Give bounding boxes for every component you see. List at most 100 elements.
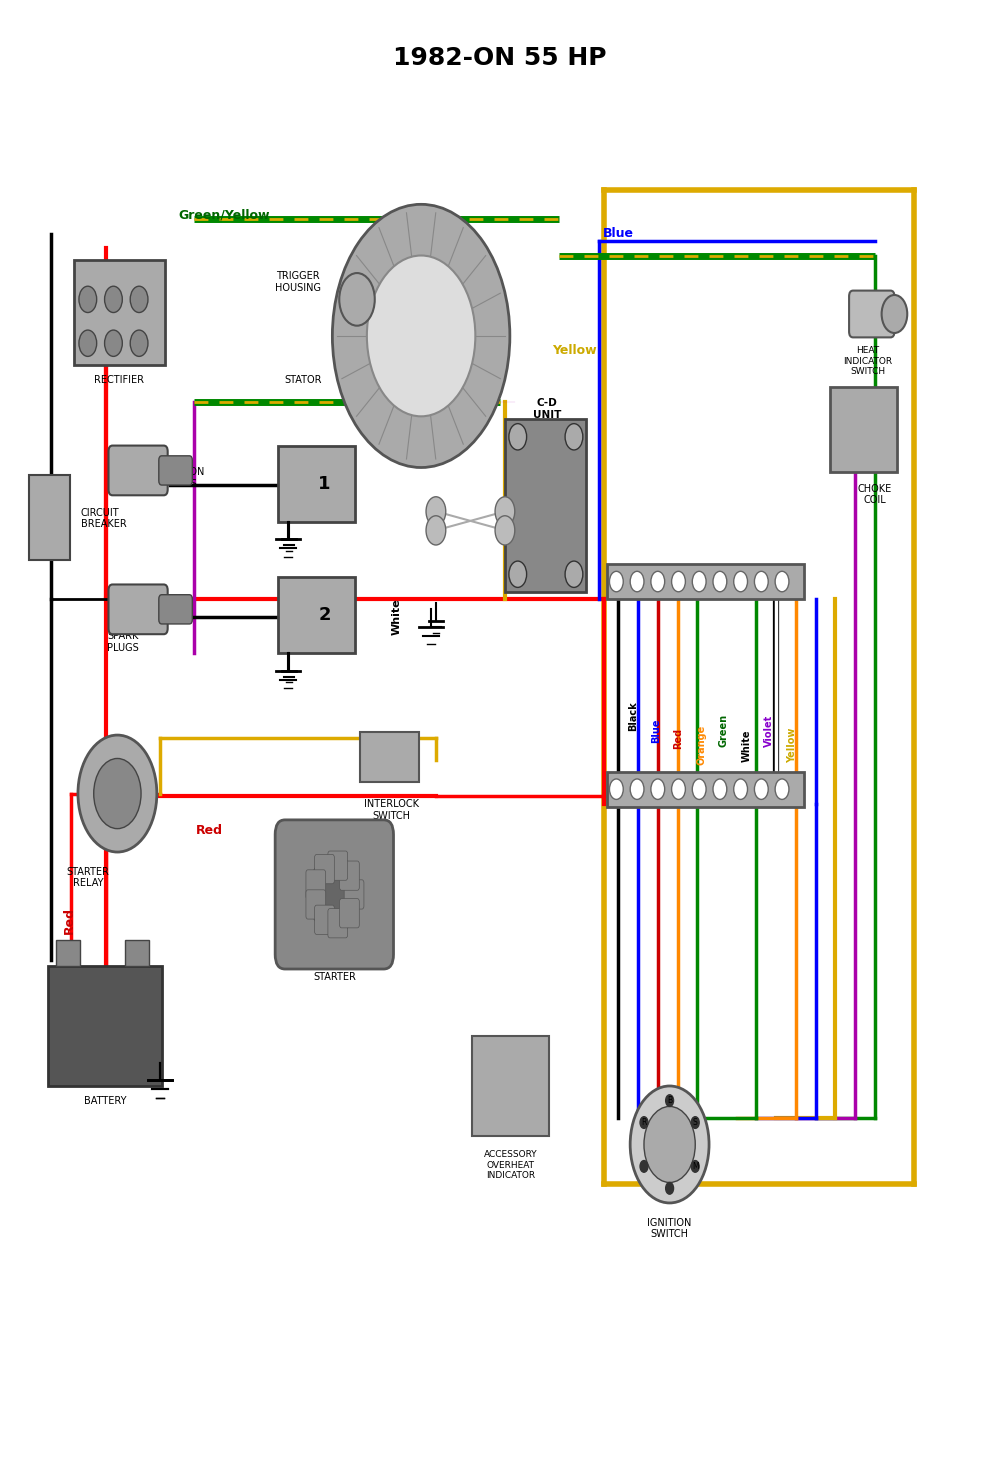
Text: STARTER
RELAY: STARTER RELAY — [66, 866, 109, 889]
Circle shape — [630, 779, 644, 800]
Circle shape — [651, 571, 665, 592]
Circle shape — [565, 561, 583, 587]
Circle shape — [775, 571, 789, 592]
FancyBboxPatch shape — [328, 852, 348, 880]
Circle shape — [495, 497, 515, 525]
FancyBboxPatch shape — [606, 564, 804, 599]
Circle shape — [309, 856, 360, 933]
FancyBboxPatch shape — [315, 855, 334, 884]
Circle shape — [734, 571, 748, 592]
FancyBboxPatch shape — [278, 577, 355, 654]
Circle shape — [565, 424, 583, 450]
Circle shape — [105, 286, 122, 313]
FancyBboxPatch shape — [505, 419, 586, 592]
Circle shape — [426, 497, 446, 525]
FancyBboxPatch shape — [340, 861, 359, 890]
FancyBboxPatch shape — [606, 772, 804, 807]
Circle shape — [630, 571, 644, 592]
Circle shape — [105, 331, 122, 356]
FancyBboxPatch shape — [56, 940, 80, 967]
Text: IGNITION
COILS: IGNITION COILS — [160, 466, 205, 489]
Circle shape — [754, 571, 768, 592]
FancyBboxPatch shape — [344, 880, 364, 909]
FancyBboxPatch shape — [340, 899, 359, 928]
Circle shape — [672, 779, 685, 800]
Circle shape — [672, 571, 685, 592]
Text: Yellow: Yellow — [552, 344, 596, 357]
Text: Red: Red — [63, 908, 76, 934]
Circle shape — [630, 1086, 709, 1203]
Text: Red: Red — [673, 728, 683, 748]
FancyBboxPatch shape — [849, 291, 894, 338]
Circle shape — [713, 779, 727, 800]
FancyBboxPatch shape — [74, 260, 165, 365]
Text: M: M — [692, 1162, 699, 1170]
Circle shape — [130, 286, 148, 313]
FancyBboxPatch shape — [306, 890, 326, 920]
Circle shape — [94, 759, 141, 828]
Circle shape — [734, 779, 748, 800]
FancyBboxPatch shape — [360, 732, 419, 782]
Text: Violet: Violet — [764, 714, 774, 747]
FancyBboxPatch shape — [48, 967, 162, 1086]
FancyBboxPatch shape — [29, 475, 70, 559]
FancyBboxPatch shape — [328, 909, 348, 937]
Circle shape — [509, 424, 527, 450]
FancyBboxPatch shape — [109, 446, 168, 496]
Circle shape — [332, 204, 510, 468]
Text: 1982-ON 55 HP: 1982-ON 55 HP — [393, 46, 607, 71]
Text: Black: Black — [628, 701, 638, 731]
Text: TRIGGER
HOUSING: TRIGGER HOUSING — [275, 272, 321, 292]
Text: White: White — [742, 729, 752, 762]
Text: C-D
UNIT: C-D UNIT — [533, 399, 562, 419]
FancyBboxPatch shape — [472, 1036, 549, 1135]
Circle shape — [640, 1160, 648, 1172]
Circle shape — [79, 331, 97, 356]
Text: White: White — [391, 598, 401, 635]
Text: CIRCUIT
BREAKER: CIRCUIT BREAKER — [81, 508, 127, 530]
Circle shape — [79, 286, 97, 313]
Circle shape — [691, 1160, 699, 1172]
Text: Blue: Blue — [603, 227, 634, 241]
Text: STARTER: STARTER — [313, 971, 356, 982]
Circle shape — [367, 255, 475, 416]
Text: R: R — [641, 1117, 647, 1128]
FancyBboxPatch shape — [159, 456, 192, 486]
Circle shape — [713, 571, 727, 592]
Circle shape — [882, 295, 907, 334]
Circle shape — [509, 561, 527, 587]
Text: HEAT
INDICATOR
SWITCH: HEAT INDICATOR SWITCH — [843, 347, 892, 376]
Text: 2: 2 — [318, 607, 331, 624]
Text: Orange: Orange — [696, 725, 706, 766]
Circle shape — [426, 515, 446, 545]
Circle shape — [78, 735, 157, 852]
Text: B: B — [667, 1097, 672, 1106]
FancyBboxPatch shape — [125, 940, 149, 967]
Circle shape — [640, 1117, 648, 1128]
FancyBboxPatch shape — [315, 905, 334, 934]
Text: S: S — [693, 1117, 698, 1128]
Circle shape — [609, 779, 623, 800]
Text: Green/Yellow: Green/Yellow — [178, 208, 270, 221]
Circle shape — [644, 1107, 695, 1182]
Text: SPARK
PLUGS: SPARK PLUGS — [107, 632, 139, 652]
FancyBboxPatch shape — [306, 869, 326, 899]
Text: CHOKE
COIL: CHOKE COIL — [858, 484, 892, 505]
Text: IGNITION
SWITCH: IGNITION SWITCH — [647, 1218, 692, 1240]
Circle shape — [609, 571, 623, 592]
Circle shape — [339, 273, 375, 326]
Text: Green: Green — [719, 714, 729, 747]
Circle shape — [130, 331, 148, 356]
Text: Yellow: Yellow — [787, 728, 797, 763]
Circle shape — [651, 779, 665, 800]
Text: 1: 1 — [318, 475, 331, 493]
FancyBboxPatch shape — [109, 584, 168, 635]
Text: Red: Red — [196, 824, 223, 837]
Text: ACCESSORY
OVERHEAT
INDICATOR: ACCESSORY OVERHEAT INDICATOR — [484, 1150, 538, 1181]
Circle shape — [666, 1095, 674, 1107]
Text: INTERLOCK
SWITCH: INTERLOCK SWITCH — [364, 800, 419, 821]
Text: BATTERY: BATTERY — [84, 1097, 127, 1106]
Circle shape — [692, 779, 706, 800]
FancyBboxPatch shape — [159, 595, 192, 624]
Circle shape — [754, 779, 768, 800]
